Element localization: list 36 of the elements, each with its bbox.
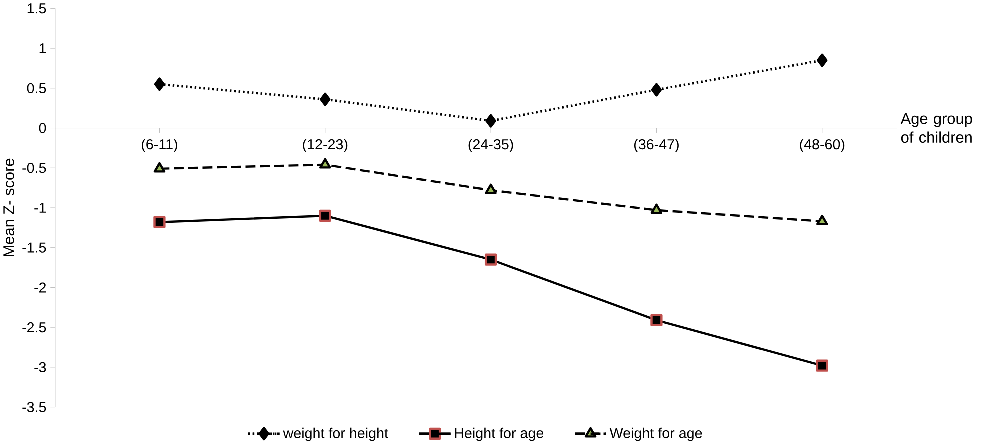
point: [154, 162, 166, 173]
point: [650, 314, 663, 326]
point: [320, 92, 331, 106]
point: [484, 254, 498, 266]
point: [319, 210, 332, 222]
point: [816, 360, 828, 372]
y-axis-title: Mean Z- score: [4, 158, 14, 256]
x-tick-label: (36-47): [634, 138, 679, 152]
legend-label: Height for age: [455, 428, 544, 442]
y-tick-label: -2: [34, 282, 46, 293]
y-tick-label: -3: [34, 362, 46, 372]
y-tick-label: 1.5: [28, 4, 46, 14]
x-tick-label: (6-11): [142, 138, 178, 152]
y-tick-label: -0.5: [22, 162, 46, 174]
y-tick-label: -3.5: [22, 402, 46, 412]
point: [650, 204, 663, 214]
y-tick-label: 1: [40, 43, 46, 54]
y-tick-label: -1.5: [22, 242, 46, 253]
point: [485, 184, 497, 194]
point: [816, 214, 828, 226]
y-tick-label: -1: [34, 202, 46, 213]
point: [651, 83, 662, 97]
y-tick-label: 0.5: [27, 83, 46, 94]
point: [817, 54, 828, 68]
x-tick-label: (12-23): [303, 138, 348, 152]
point: [320, 158, 332, 169]
x-tick-label: (48-60): [800, 138, 845, 152]
x-axis-title: Age group of children: [900, 113, 972, 143]
y-tick-label: 0: [39, 123, 46, 134]
point: [486, 114, 496, 128]
point: [154, 216, 166, 228]
legend-label: weight for height: [283, 428, 388, 442]
point: [154, 78, 166, 91]
legend-label: Weight for age: [610, 428, 702, 442]
x-tick-label: (24-35): [468, 138, 514, 152]
y-tick-label: -2.5: [22, 322, 46, 332]
